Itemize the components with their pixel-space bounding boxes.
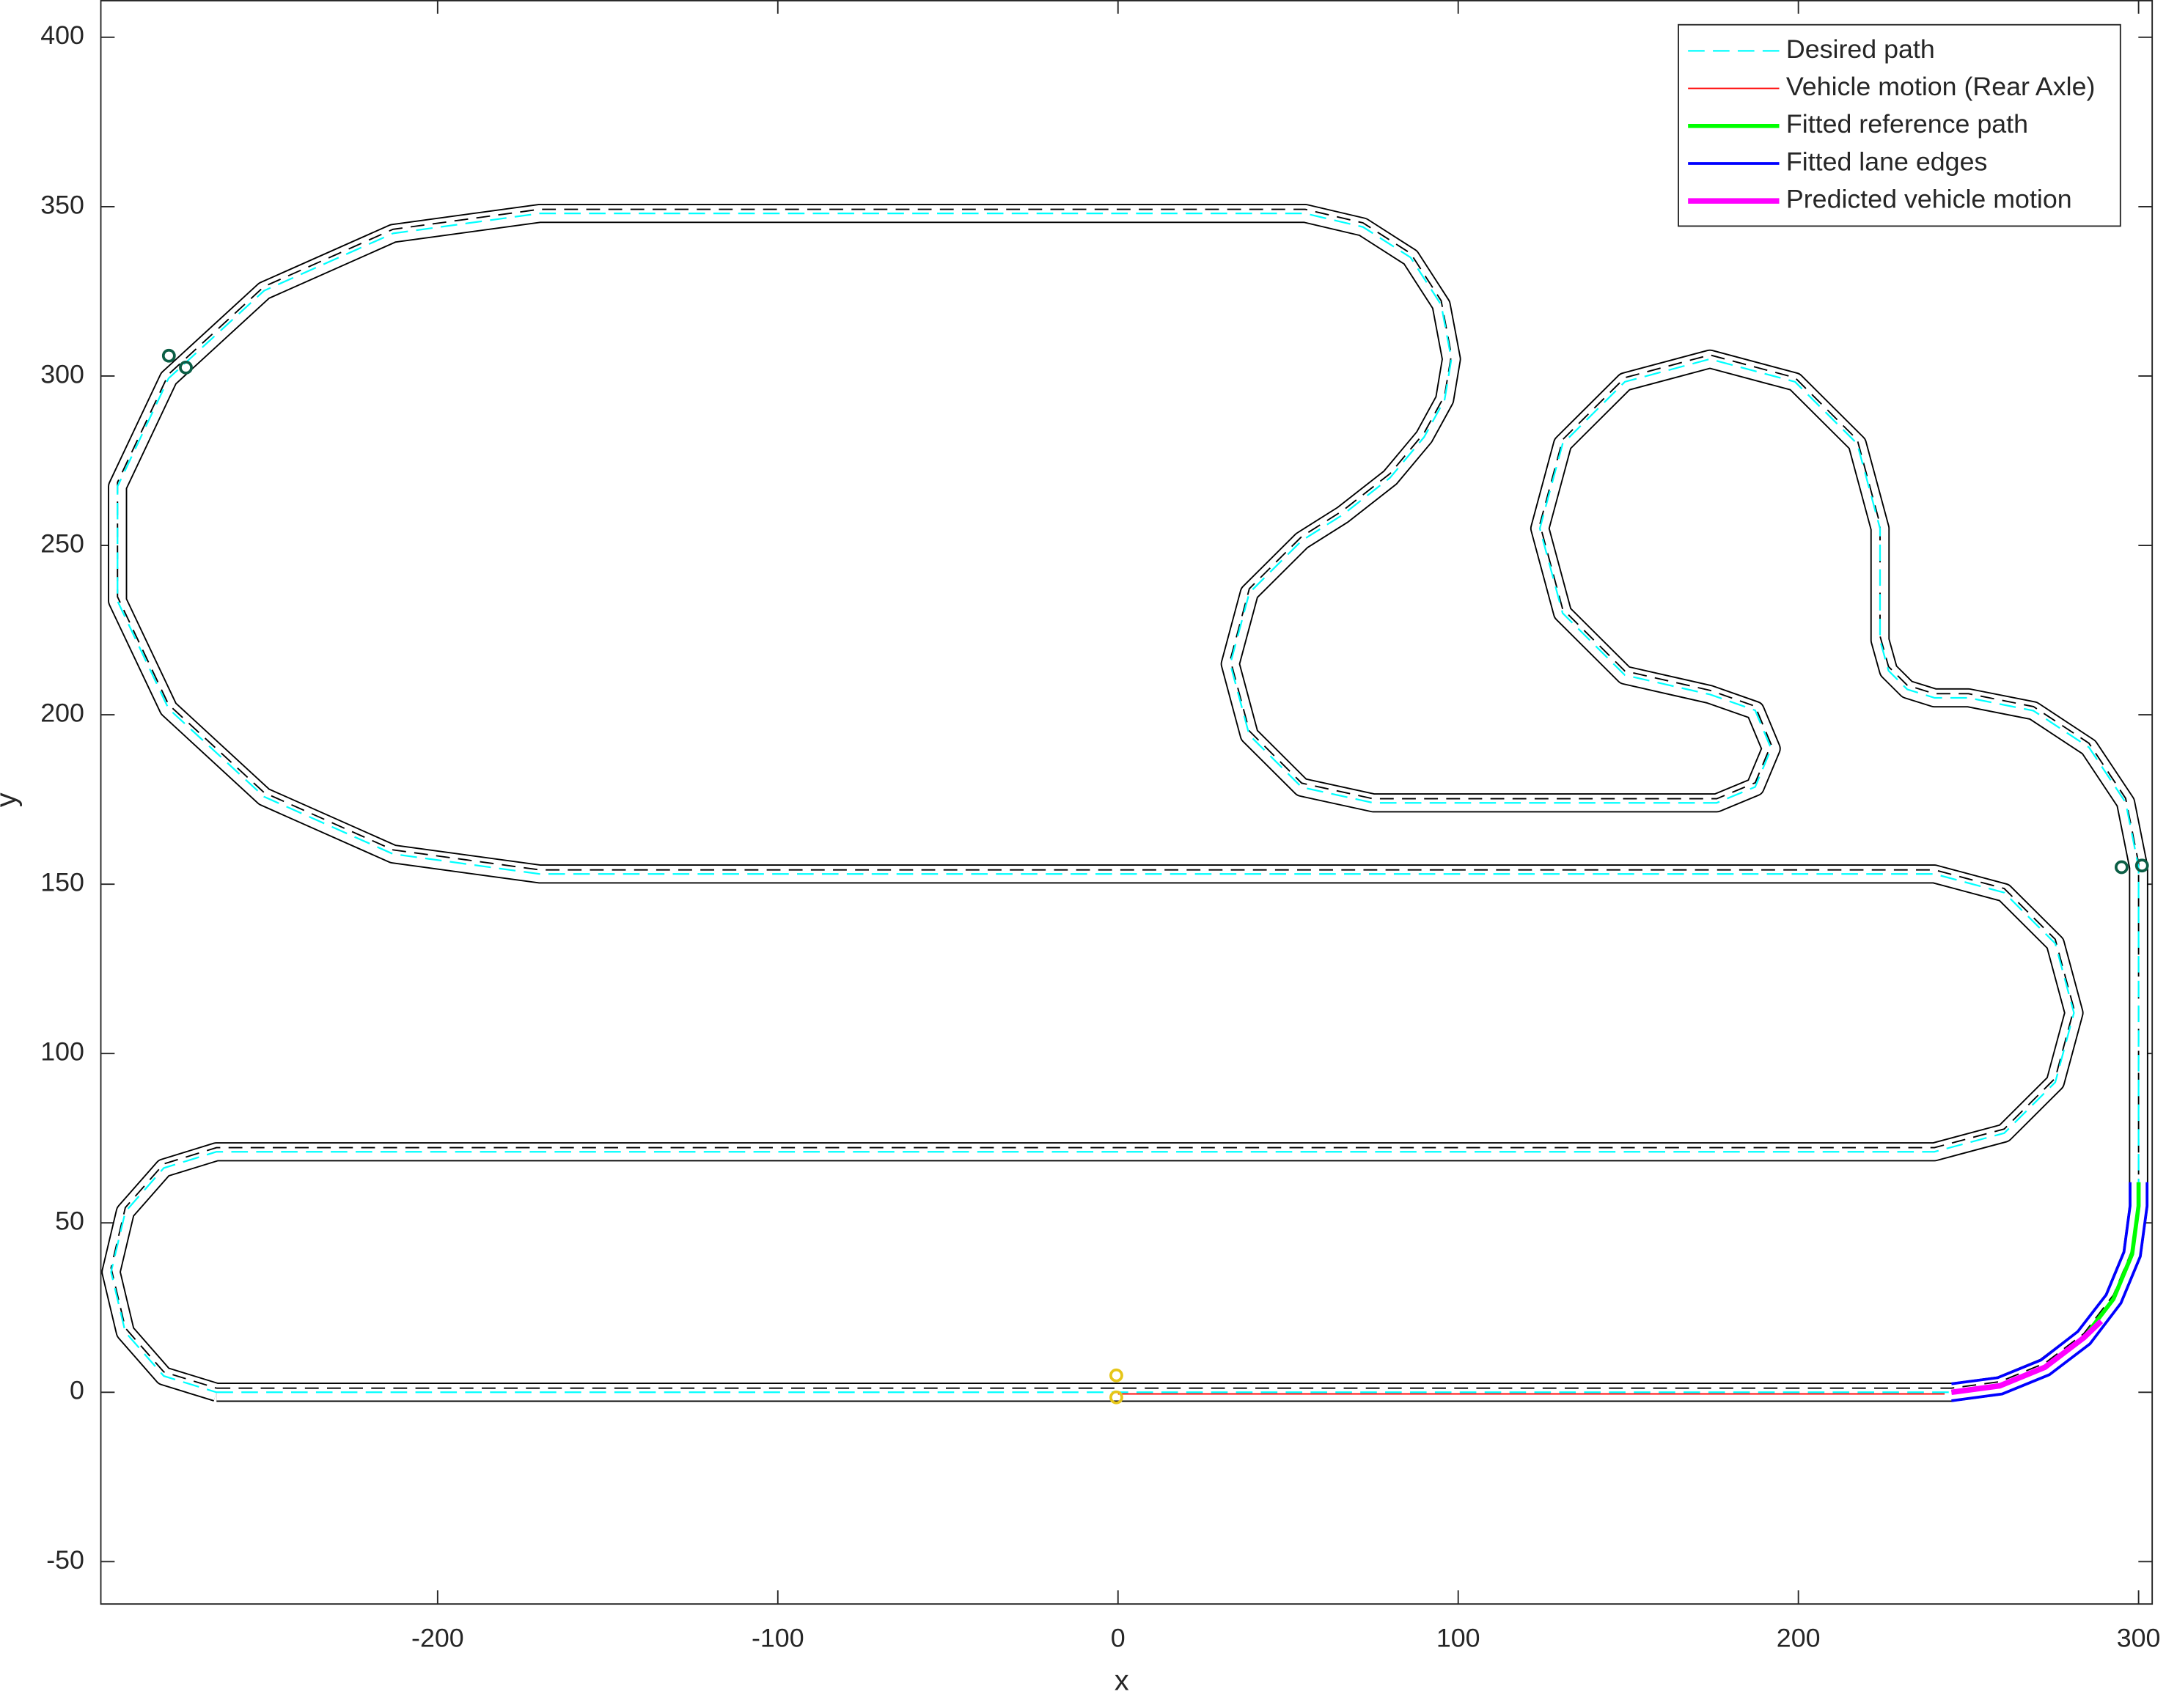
y-tick-label: 100: [40, 1037, 84, 1067]
marker: [2134, 858, 2149, 873]
marker: [2114, 860, 2129, 875]
marker: [1109, 1368, 1123, 1383]
marker: [179, 361, 193, 375]
y-tick-label: 0: [70, 1376, 84, 1405]
series-line: [1951, 1182, 2149, 1402]
y-tick-label: -50: [46, 1545, 84, 1575]
x-tick-label: -100: [752, 1623, 804, 1652]
axes-box: [100, 0, 2154, 1605]
legend-label: Predicted vehicle motion: [1786, 185, 2072, 214]
series-line: [1950, 1319, 2104, 1396]
series-line: [110, 213, 2140, 1394]
y-tick-label: 250: [40, 529, 84, 558]
marker: [1109, 1390, 1123, 1405]
legend-label: Desired path: [1786, 34, 1935, 64]
y-tick-label: 300: [40, 359, 84, 389]
x-tick-label: -200: [411, 1623, 464, 1652]
legend-label: Vehicle motion (Rear Axle): [1786, 72, 2096, 101]
x-axis-label: x: [1115, 1664, 1129, 1696]
y-axis-label: y: [0, 792, 23, 807]
y-tick-label: 200: [40, 699, 84, 728]
x-tick-label: 300: [2117, 1623, 2161, 1652]
x-tick-label: 200: [1777, 1623, 1821, 1652]
marker: [161, 348, 176, 363]
y-tick-label: 350: [40, 190, 84, 219]
plot-area: -200 -100 0 100 200 300 -50 0 50 100 150 200 250 300 3…: [40, 0, 2160, 1652]
lane-center: [110, 208, 2140, 1389]
x-tick-label: 100: [1436, 1623, 1480, 1652]
legend-label: Fitted reference path: [1786, 109, 2028, 139]
legend: Desired path Vehicle motion (Rear Axle) Fi…: [1678, 23, 2121, 227]
y-tick-label: 150: [40, 868, 84, 897]
y-tick-label: 400: [40, 21, 84, 50]
legend-label: Fitted lane edges: [1786, 147, 1987, 176]
x-tick-label: 0: [1111, 1623, 1126, 1652]
series-line: [1951, 1182, 2132, 1385]
y-tick-label: 50: [55, 1207, 84, 1236]
